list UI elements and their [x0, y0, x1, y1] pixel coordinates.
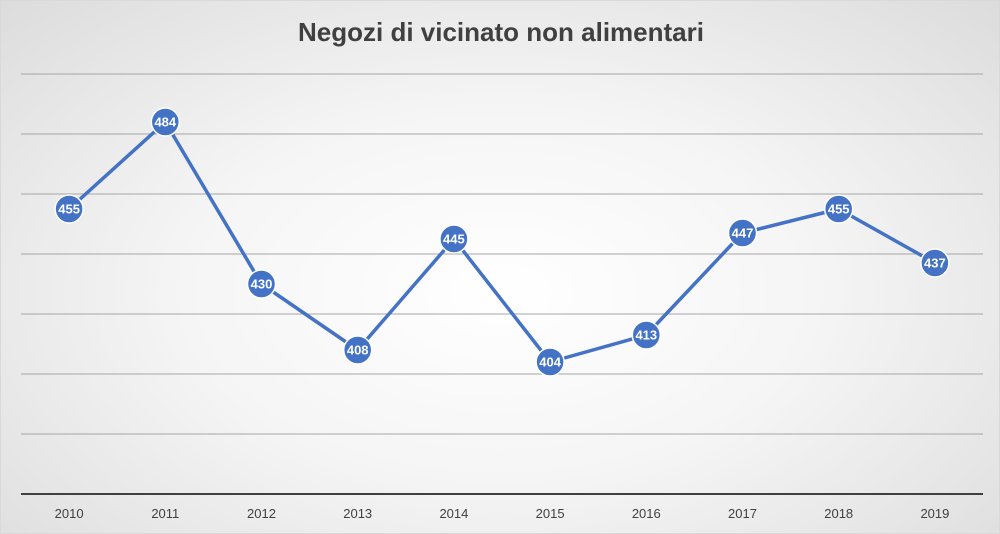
data-label: 413	[635, 328, 657, 343]
data-point: 484	[150, 107, 181, 137]
data-label: 447	[732, 226, 754, 241]
x-tick-label: 2019	[920, 506, 949, 521]
data-point-marker	[342, 335, 373, 365]
data-point-marker	[54, 194, 84, 224]
x-tick-label: 2011	[151, 506, 179, 521]
data-point: 445	[439, 224, 469, 254]
data-label: 437	[924, 256, 946, 271]
data-label: 455	[58, 202, 80, 217]
chart-title: Negozi di vicinato non alimentari	[298, 17, 704, 47]
x-tick-label: 2015	[536, 506, 565, 521]
data-point-marker	[439, 224, 469, 254]
x-tick-label: 2014	[439, 506, 468, 521]
x-tick-label: 2010	[55, 506, 84, 521]
data-point: 430	[246, 269, 277, 299]
data-point-marker	[920, 248, 950, 278]
x-tick-label: 2016	[632, 506, 661, 521]
x-tick-label: 2018	[824, 506, 853, 521]
x-tick-label: 2012	[247, 506, 276, 521]
data-point-marker	[823, 194, 854, 224]
data-point: 437	[920, 248, 950, 278]
data-label: 445	[443, 232, 465, 247]
data-label: 408	[347, 343, 369, 358]
data-point-marker	[535, 347, 565, 377]
data-point: 455	[54, 194, 84, 224]
data-point: 408	[342, 335, 373, 365]
x-tick-label: 2017	[728, 506, 757, 521]
data-label: 404	[539, 355, 561, 370]
data-point: 404	[535, 347, 565, 377]
data-point: 447	[727, 218, 758, 248]
data-point-marker	[727, 218, 758, 248]
data-label: 455	[828, 202, 850, 217]
series-line	[67, 120, 936, 364]
data-point-marker	[246, 269, 277, 299]
data-point-marker	[150, 107, 181, 137]
data-point-marker	[631, 320, 662, 350]
x-tick-label: 2013	[343, 506, 372, 521]
data-label: 430	[251, 277, 273, 292]
data-point: 413	[631, 320, 662, 350]
data-point: 455	[823, 194, 854, 224]
data-label: 484	[154, 115, 176, 130]
